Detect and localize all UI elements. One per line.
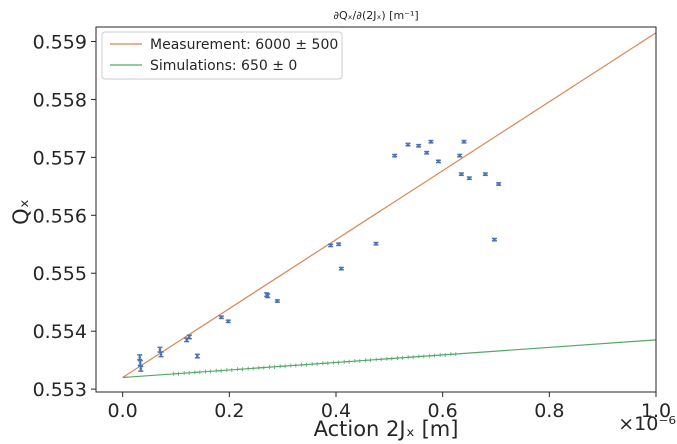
chart-title: ∂Qₓ/∂(2Jₓ) [m⁻¹] [333, 9, 418, 22]
measured-point [276, 299, 279, 303]
x-axis-offset-label: ×10⁻⁶ [618, 413, 676, 435]
measured-point [188, 335, 191, 339]
measured-point [226, 320, 230, 323]
y-tick-label: 0.555 [33, 263, 87, 285]
legend-label-simulation: Simulations: 650 ± 0 [150, 58, 297, 74]
y-axis-label: Qₓ [9, 199, 33, 225]
y-tick-label: 0.556 [33, 205, 87, 227]
measured-point [497, 182, 500, 186]
measured-point [158, 348, 162, 352]
measured-point [340, 267, 343, 270]
measured-point [337, 242, 340, 246]
y-axis: 0.553 0.554 0.555 0.556 0.557 0.558 0.559 [33, 31, 96, 401]
measured-point [159, 353, 163, 356]
measured-point [266, 294, 270, 298]
measured-point [138, 355, 142, 359]
measured-point [425, 151, 428, 155]
y-tick-label: 0.559 [33, 31, 87, 53]
x-axis-label: Action 2Jₓ [m] [314, 417, 459, 441]
x-tick-label: 0.6 [428, 400, 458, 422]
measured-point [484, 172, 487, 176]
legend: Measurement: 6000 ± 500 Simulations: 650… [101, 31, 343, 80]
measured-point [429, 140, 433, 144]
measured-point [138, 361, 142, 365]
measured-point [329, 244, 332, 247]
measured-point [196, 354, 199, 358]
y-tick-label: 0.554 [33, 321, 87, 343]
y-tick-label: 0.557 [33, 147, 87, 169]
x-tick-label: 1.0 [641, 400, 671, 422]
legend-label-measurement: Measurement: 6000 ± 500 [150, 37, 338, 53]
measured-point [139, 367, 143, 371]
measured-point [406, 143, 410, 146]
x-tick-label: 0.0 [108, 400, 138, 422]
measured-point [220, 315, 223, 319]
measured-point [393, 154, 396, 157]
measured-point [460, 172, 463, 176]
x-tick-label: 0.8 [534, 400, 564, 422]
x-tick-label: 0.4 [321, 400, 351, 422]
plot-frame [95, 26, 657, 393]
x-tick-label: 0.2 [214, 400, 244, 422]
x-axis: 0.0 0.2 0.4 0.6 0.8 1.0 [108, 392, 671, 422]
measured-point [374, 242, 378, 245]
measured-point [458, 154, 462, 157]
measured-point [417, 144, 420, 148]
measured-point [493, 238, 496, 241]
measured-point [468, 176, 471, 180]
measured-point [462, 140, 466, 144]
legend-frame [101, 31, 343, 80]
y-tick-label: 0.558 [33, 89, 87, 111]
measured-point [437, 160, 440, 163]
y-tick-label: 0.553 [33, 379, 87, 401]
plot-area [122, 32, 657, 379]
measurement-fit-line [122, 32, 657, 379]
